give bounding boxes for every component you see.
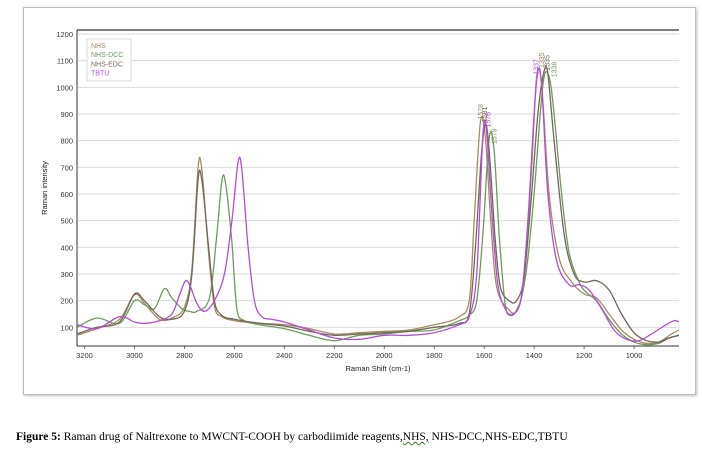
y-tick-label: 900 — [60, 110, 73, 119]
y-axis-label: Raman intensity — [40, 161, 49, 215]
peak-label: 1338 — [552, 62, 559, 78]
peak-label: 1581 — [482, 106, 489, 122]
y-tick-label: 200 — [60, 297, 73, 306]
peak-label: 1578 — [478, 104, 485, 120]
caption-text: Raman drug of Naltrexone to MWCNT-COOH b… — [60, 431, 403, 443]
x-tick-label: 2600 — [226, 351, 243, 360]
caption-tail: NHS-DCC,NHS-EDC,TBTU — [428, 431, 568, 443]
caption-lead: Figure 5: — [16, 431, 61, 443]
x-tick-label: 3000 — [126, 351, 143, 360]
caption-wavy-word: NHS, — [402, 431, 429, 443]
figure-caption: Figure 5: Raman drug of Naltrexone to MW… — [16, 431, 696, 443]
series-line-tbtu — [77, 67, 679, 342]
peak-label: 1576 — [485, 112, 492, 128]
x-axis-label: Raman Shift (cm-1) — [345, 364, 411, 373]
chart-frame: 100 200 300 400 500 600 700 800 900 1000 1100 1200 3… — [23, 7, 696, 395]
x-tick-label: 2400 — [276, 351, 293, 360]
x-tick-label: 1200 — [576, 351, 593, 360]
y-tick-label: 300 — [60, 270, 73, 279]
peak-label: 1335 — [539, 52, 546, 68]
x-tick-label: 1800 — [426, 351, 443, 360]
x-tick-label: 1000 — [626, 351, 643, 360]
raman-chart: 100 200 300 400 500 600 700 800 900 1000 1100 1200 3… — [40, 29, 679, 373]
y-tick-label: 800 — [60, 137, 73, 146]
series-line-nhs-edc — [77, 65, 679, 343]
legend-box — [86, 38, 132, 82]
x-tick-label: 2800 — [176, 351, 193, 360]
x-tick-label: 3200 — [76, 351, 93, 360]
y-tick-label: 400 — [60, 243, 73, 252]
x-tick-label: 1400 — [526, 351, 543, 360]
peak-label: 1337 — [533, 59, 540, 75]
y-tick-label: 1100 — [57, 57, 73, 66]
peak-label: 1579 — [492, 128, 499, 144]
y-tick-label: 700 — [60, 163, 73, 172]
legend-entry: NHS — [91, 43, 106, 50]
legend-entry: NHS-DCC — [91, 52, 123, 59]
peak-label: 1335 — [545, 55, 552, 71]
legend-entry: NHS-EDC — [91, 61, 123, 68]
x-tick-label: 2000 — [376, 351, 393, 360]
y-tick-label: 100 — [60, 323, 73, 332]
y-tick-label: 600 — [60, 190, 73, 199]
legend-entry: TBTU — [91, 71, 109, 78]
x-tick-label: 2200 — [326, 351, 343, 360]
series-line-nhs-dcc — [77, 70, 679, 346]
x-tick-label: 1600 — [476, 351, 493, 360]
y-tick-label: 1200 — [56, 30, 73, 39]
y-tick-label: 1000 — [56, 83, 73, 92]
plot-area — [77, 30, 679, 346]
y-tick-label: 500 — [60, 217, 73, 226]
